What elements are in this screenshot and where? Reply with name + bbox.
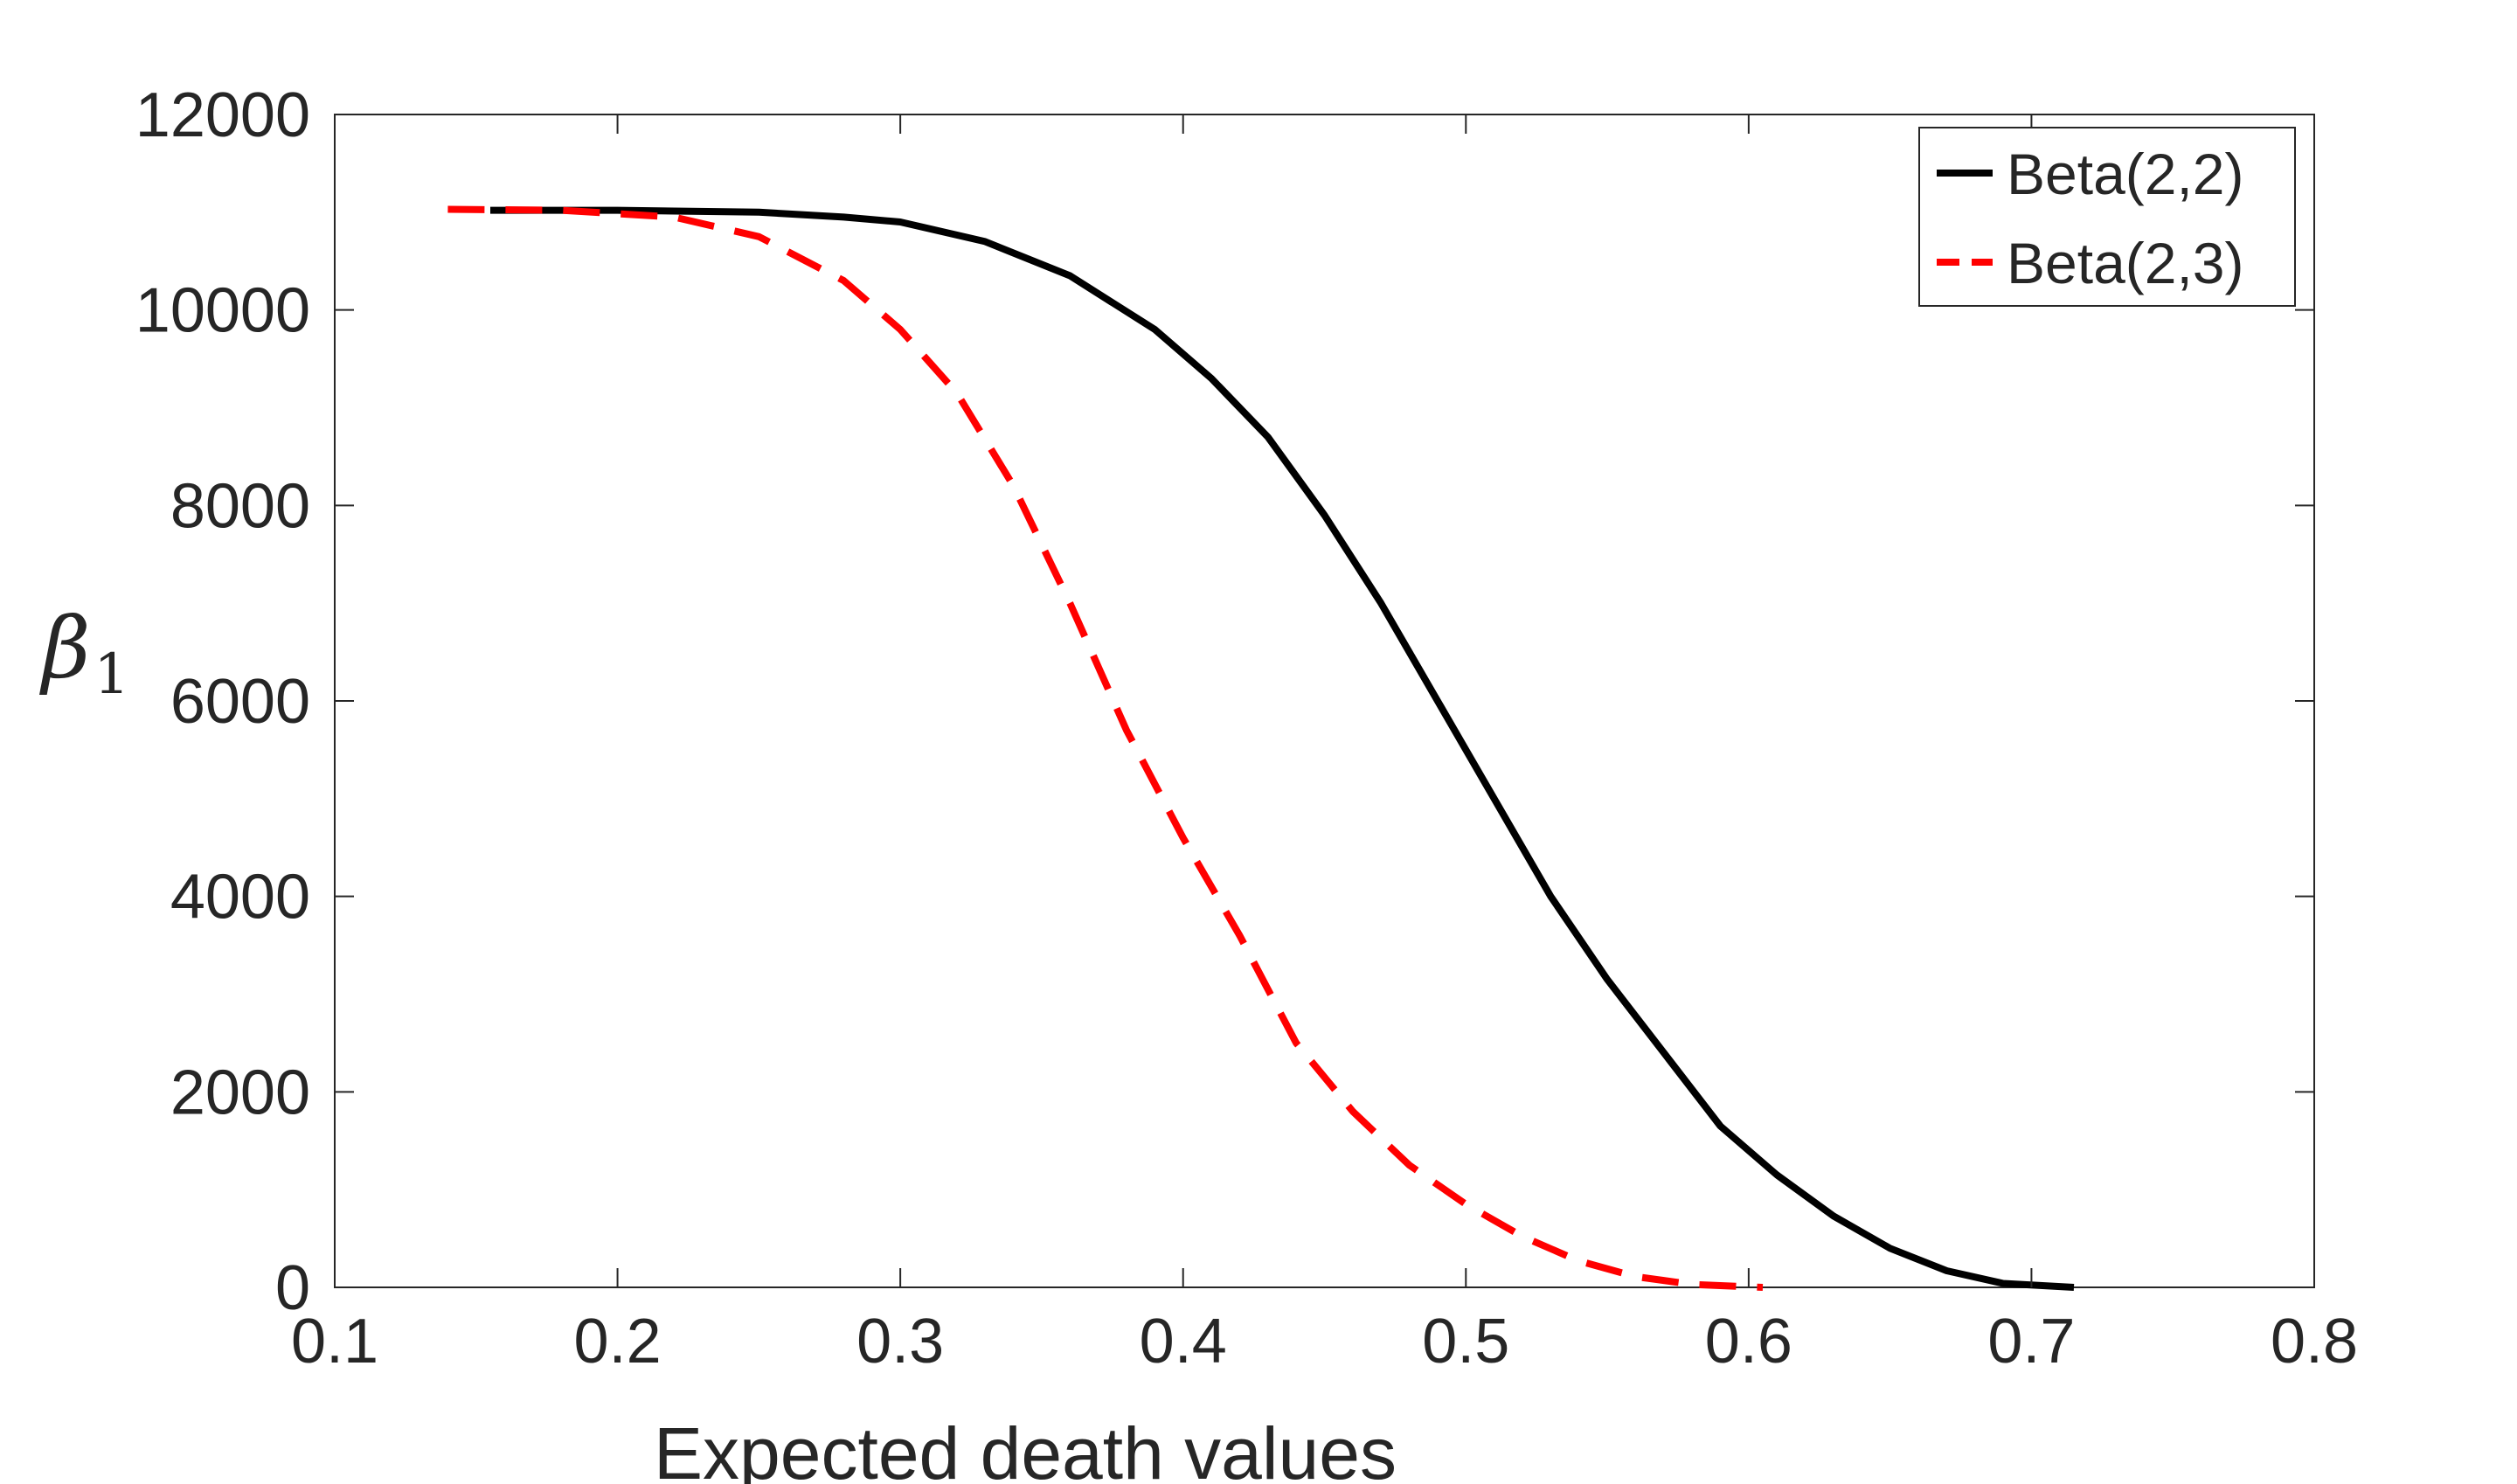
y-axis-label-subscript: 1	[94, 642, 130, 707]
legend-label: Beta(2,3)	[2007, 231, 2243, 295]
y-tick-label: 12000	[135, 80, 310, 150]
legend-label: Beta(2,2)	[2007, 142, 2243, 206]
y-tick-label: 10000	[135, 276, 310, 346]
y-tick-label: 4000	[170, 863, 310, 933]
y-axis-label-symbol: β	[39, 600, 91, 697]
y-tick-label: 6000	[170, 667, 310, 737]
plot-area	[334, 114, 2315, 1288]
y-tick-label: 0	[275, 1253, 310, 1323]
y-tick-label: 2000	[170, 1058, 310, 1127]
x-tick-label: 0.6	[1705, 1307, 1792, 1377]
x-tick-label: 0.7	[1987, 1307, 2075, 1377]
x-tick-label: 0.8	[2271, 1307, 2358, 1377]
x-tick-label: 0.4	[1140, 1307, 1227, 1377]
series-line-beta-2-2	[490, 206, 2075, 1291]
x-axis-label: Expected death values	[654, 1412, 1397, 1484]
legend-box	[1918, 127, 2296, 307]
x-tick-label: 0.5	[1422, 1307, 1509, 1377]
legend: Beta(2,2) Beta(2,3)	[1918, 127, 2296, 307]
series-line-beta-2-3	[447, 205, 1764, 1291]
plot-frame	[334, 114, 2315, 1288]
series-group	[447, 205, 2075, 1291]
y-axis-label: β1	[39, 600, 129, 707]
axes: 0.1 0.2 0.3 0.4 0.5 0.6 0.7 0.8 0 2000 4000 6000 800…	[135, 80, 2358, 1377]
x-tick-label: 0.2	[574, 1307, 662, 1377]
x-tick-label: 0.1	[291, 1307, 378, 1377]
y-tick-label: 8000	[170, 471, 310, 541]
x-tick-label: 0.3	[856, 1307, 944, 1377]
